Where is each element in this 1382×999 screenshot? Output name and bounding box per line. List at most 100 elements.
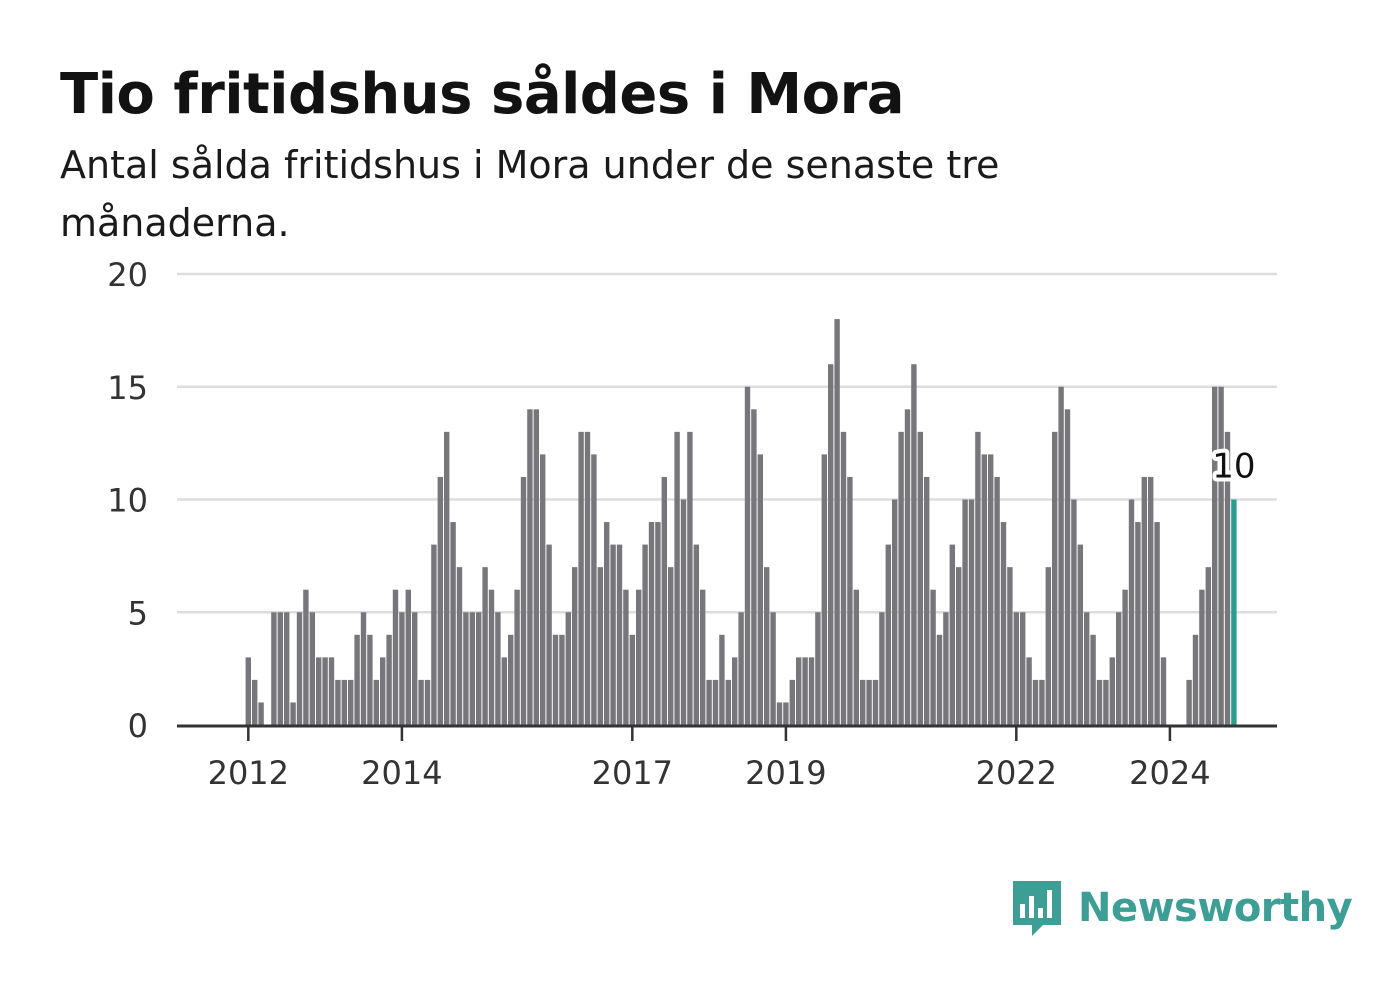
bar <box>1109 657 1115 725</box>
bar <box>1212 386 1218 725</box>
bar <box>994 476 1000 725</box>
bar <box>885 544 891 725</box>
bar <box>1058 386 1064 725</box>
bar <box>290 702 296 725</box>
bar <box>821 454 827 725</box>
bar <box>968 499 975 725</box>
bar <box>1032 679 1039 725</box>
newsworthy-logo: Newsworthy <box>1010 878 1353 938</box>
bar <box>693 544 699 725</box>
bar <box>892 499 898 725</box>
bar <box>616 544 623 725</box>
bar <box>309 612 315 725</box>
bar <box>418 679 424 725</box>
bar <box>354 634 360 725</box>
bar <box>898 431 904 725</box>
bar <box>1013 612 1019 725</box>
bar <box>386 634 392 725</box>
bar <box>751 409 757 725</box>
x-tick-label: 2017 <box>592 754 673 792</box>
bar <box>348 679 354 725</box>
bar <box>840 431 847 725</box>
bar <box>405 589 411 725</box>
bar <box>706 679 712 725</box>
bar <box>853 589 859 725</box>
bar <box>1077 544 1083 725</box>
bar <box>770 612 776 725</box>
bar <box>917 431 923 725</box>
highlight-value-label: 10 <box>1212 447 1255 487</box>
x-tick-label: 2014 <box>361 754 442 792</box>
bar <box>597 567 603 725</box>
bar <box>924 476 930 725</box>
bar <box>1026 657 1032 725</box>
bar <box>469 612 475 725</box>
bar <box>456 567 463 725</box>
bar <box>1071 499 1077 725</box>
bar <box>437 476 443 725</box>
bar <box>860 679 866 725</box>
bar <box>476 612 482 725</box>
bar <box>648 522 655 725</box>
bar <box>879 612 885 725</box>
x-tick-label: 2012 <box>208 754 289 792</box>
bar <box>316 657 322 725</box>
bar <box>1007 567 1013 725</box>
bar <box>303 589 309 725</box>
bar <box>591 454 597 725</box>
logo-text: Newsworthy <box>1078 885 1353 931</box>
bar <box>744 386 751 725</box>
bar <box>572 567 578 725</box>
bar <box>296 612 303 725</box>
bar <box>559 634 565 725</box>
bar <box>911 364 917 725</box>
bar <box>373 679 379 725</box>
bar <box>1039 679 1045 725</box>
bar <box>687 431 693 725</box>
bar <box>943 612 949 725</box>
bar <box>412 612 418 725</box>
bar-chart: 0 5 10 15 20 2012 2014 2017 2019 2022 2024 10 <box>107 256 1277 792</box>
bar <box>488 589 495 725</box>
bar <box>341 679 347 725</box>
bar <box>271 612 277 725</box>
y-tick-label: 10 <box>107 482 148 520</box>
bar <box>540 454 546 725</box>
bar <box>796 657 802 725</box>
bar <box>1199 589 1205 725</box>
bar <box>1141 476 1147 725</box>
bar-chart-speech-bubble-icon <box>1013 881 1061 936</box>
bar <box>565 612 571 725</box>
bar <box>815 612 821 725</box>
bar <box>783 702 789 725</box>
bar <box>623 589 629 725</box>
bar <box>732 657 738 725</box>
bar-highlight <box>1231 499 1237 725</box>
bar <box>1122 589 1128 725</box>
bar <box>495 612 501 725</box>
bar <box>655 522 661 725</box>
bar <box>828 364 834 725</box>
bar <box>872 679 879 725</box>
bar <box>725 679 731 725</box>
bar <box>834 319 840 725</box>
bar <box>629 634 635 725</box>
bar <box>757 454 763 725</box>
bar <box>1218 386 1224 725</box>
bar <box>1154 522 1160 725</box>
bar <box>1148 476 1154 725</box>
bar <box>847 476 853 725</box>
bar <box>1192 634 1199 725</box>
bar <box>245 657 251 725</box>
bar <box>962 499 968 725</box>
bar <box>1186 679 1192 725</box>
bar <box>930 589 936 725</box>
bar <box>642 544 648 725</box>
bar <box>776 702 783 725</box>
bar <box>277 612 283 725</box>
bar <box>508 634 514 725</box>
bar <box>1116 612 1122 725</box>
bar <box>284 612 290 725</box>
y-tick-label: 0 <box>128 707 148 745</box>
bar <box>501 657 507 725</box>
